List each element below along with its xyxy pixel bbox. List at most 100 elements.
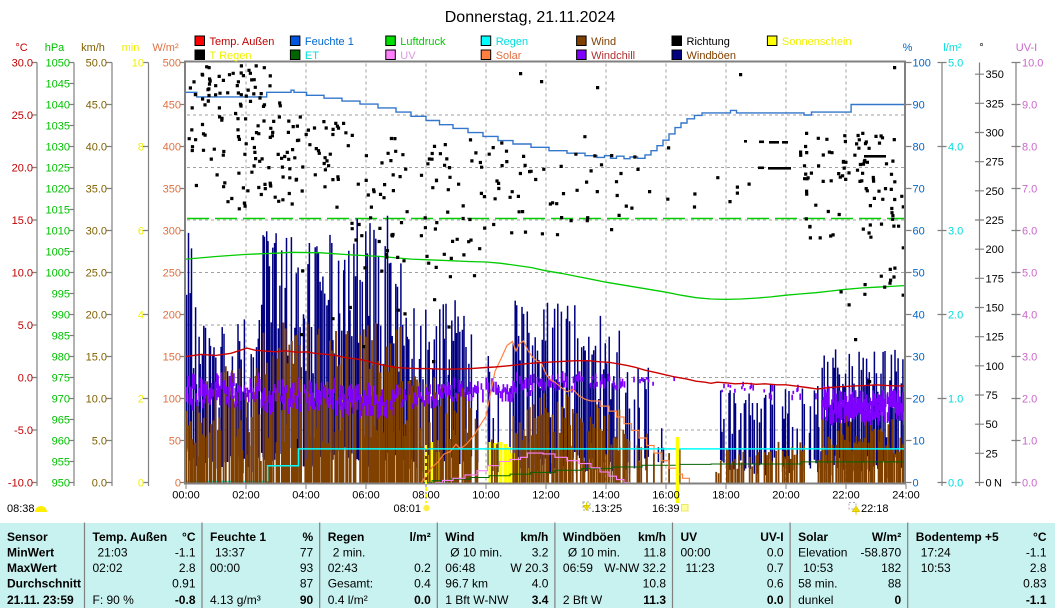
svg-text:20: 20	[913, 394, 925, 406]
svg-text:0: 0	[895, 593, 902, 607]
svg-text:450: 450	[163, 100, 181, 112]
svg-text:1 Bft W-NW: 1 Bft W-NW	[445, 593, 509, 607]
svg-text:1030: 1030	[46, 142, 70, 154]
svg-text:-5.0: -5.0	[14, 425, 33, 437]
svg-text:1035: 1035	[46, 121, 70, 133]
svg-text:5.0: 5.0	[92, 436, 107, 448]
svg-text:-1.1: -1.1	[175, 546, 196, 560]
svg-text:ET: ET	[305, 50, 319, 62]
svg-text:km/h: km/h	[638, 530, 666, 544]
svg-text:58 min.: 58 min.	[798, 577, 837, 591]
svg-text:2.8: 2.8	[179, 561, 196, 575]
svg-text:00:00: 00:00	[681, 546, 711, 560]
svg-text:10:53: 10:53	[921, 561, 951, 575]
svg-text:0.6: 0.6	[767, 577, 784, 591]
svg-text:965: 965	[52, 415, 70, 427]
svg-text:10:00: 10:00	[472, 490, 500, 502]
svg-text:min: min	[122, 42, 140, 54]
svg-text:100: 100	[163, 394, 181, 406]
svg-text:3.0: 3.0	[1022, 352, 1037, 364]
svg-text:400: 400	[163, 142, 181, 154]
svg-text:25: 25	[986, 448, 998, 460]
svg-text:3.2: 3.2	[532, 546, 549, 560]
svg-text:985: 985	[52, 331, 70, 343]
svg-text:4.0: 4.0	[532, 577, 549, 591]
svg-text:2 min.: 2 min.	[333, 546, 366, 560]
svg-text:5.0: 5.0	[1022, 268, 1037, 280]
svg-text:35.0: 35.0	[86, 184, 107, 196]
svg-text:l/m²: l/m²	[409, 530, 430, 544]
svg-text:20:00: 20:00	[772, 490, 800, 502]
svg-text:20.0: 20.0	[86, 310, 107, 322]
svg-text:02:00: 02:00	[232, 490, 260, 502]
svg-text:150: 150	[163, 352, 181, 364]
svg-text:Richtung: Richtung	[687, 36, 730, 48]
svg-text:8: 8	[138, 142, 144, 154]
svg-text:Temp. Außen: Temp. Außen	[93, 530, 168, 544]
svg-text:00:00: 00:00	[172, 490, 200, 502]
svg-text:30.0: 30.0	[86, 226, 107, 238]
svg-text:hPa: hPa	[45, 42, 65, 54]
svg-text:UV-I: UV-I	[1016, 42, 1037, 54]
svg-text:22:18: 22:18	[861, 503, 889, 515]
svg-text:250: 250	[986, 186, 1004, 198]
svg-text:5.0: 5.0	[18, 320, 33, 332]
svg-text:06:48: 06:48	[445, 561, 475, 575]
svg-text:2.0: 2.0	[948, 310, 963, 322]
svg-text:02:43: 02:43	[328, 561, 358, 575]
svg-text:%: %	[903, 42, 913, 54]
svg-text:2: 2	[138, 394, 144, 406]
svg-text:225: 225	[986, 215, 1004, 227]
svg-text:-10.0: -10.0	[8, 478, 33, 490]
svg-text:1025: 1025	[46, 163, 70, 175]
svg-text:21.11. 23:59: 21.11. 23:59	[7, 593, 74, 607]
svg-text:200: 200	[986, 244, 1004, 256]
svg-text:80: 80	[913, 142, 925, 154]
svg-text:500: 500	[163, 58, 181, 70]
svg-text:11.8: 11.8	[644, 546, 667, 560]
svg-text:1010: 1010	[46, 226, 70, 238]
svg-text:Windböen: Windböen	[687, 50, 737, 62]
svg-text:0.0: 0.0	[1022, 478, 1037, 490]
svg-text:40: 40	[913, 310, 925, 322]
svg-text:975: 975	[52, 373, 70, 385]
svg-text:Windchill: Windchill	[591, 50, 635, 62]
svg-text:Solar: Solar	[798, 530, 828, 544]
svg-text:UV: UV	[681, 530, 698, 544]
svg-text:0.7: 0.7	[767, 561, 784, 575]
svg-text:100: 100	[986, 361, 1004, 373]
svg-text:21:03: 21:03	[98, 546, 128, 560]
svg-text:02:02: 02:02	[93, 561, 123, 575]
svg-text:0.91: 0.91	[172, 577, 196, 591]
svg-text:75: 75	[986, 390, 998, 402]
svg-text:0.0: 0.0	[767, 546, 784, 560]
svg-text:0: 0	[913, 478, 919, 490]
svg-text:70: 70	[913, 184, 925, 196]
svg-text:Feuchte 1: Feuchte 1	[210, 530, 266, 544]
svg-text:7.0: 7.0	[1022, 184, 1037, 196]
svg-text:5.0: 5.0	[948, 58, 963, 70]
svg-text:10.0: 10.0	[1022, 58, 1043, 70]
svg-text:1045: 1045	[46, 79, 70, 91]
svg-text:1015: 1015	[46, 205, 70, 217]
svg-text:50: 50	[169, 436, 181, 448]
svg-text:W/m²: W/m²	[872, 530, 901, 544]
svg-text:Durchschnitt: Durchschnitt	[7, 577, 81, 591]
svg-text:°C: °C	[15, 42, 27, 54]
svg-text:0: 0	[175, 478, 181, 490]
svg-text:93: 93	[300, 561, 314, 575]
svg-text:970: 970	[52, 394, 70, 406]
svg-text:N: N	[994, 478, 1002, 490]
svg-text:10: 10	[132, 58, 144, 70]
svg-text:-58.870: -58.870	[860, 546, 901, 560]
svg-text:90: 90	[300, 593, 314, 607]
svg-text:350: 350	[163, 184, 181, 196]
svg-text:°: °	[979, 42, 983, 54]
svg-text:10.0: 10.0	[86, 394, 107, 406]
svg-text:990: 990	[52, 310, 70, 322]
svg-text:250: 250	[163, 268, 181, 280]
svg-text:T Regen: T Regen	[210, 50, 252, 62]
svg-text:11.3: 11.3	[643, 593, 666, 607]
svg-text:4.0: 4.0	[948, 142, 963, 154]
svg-text:1.0: 1.0	[1022, 436, 1037, 448]
